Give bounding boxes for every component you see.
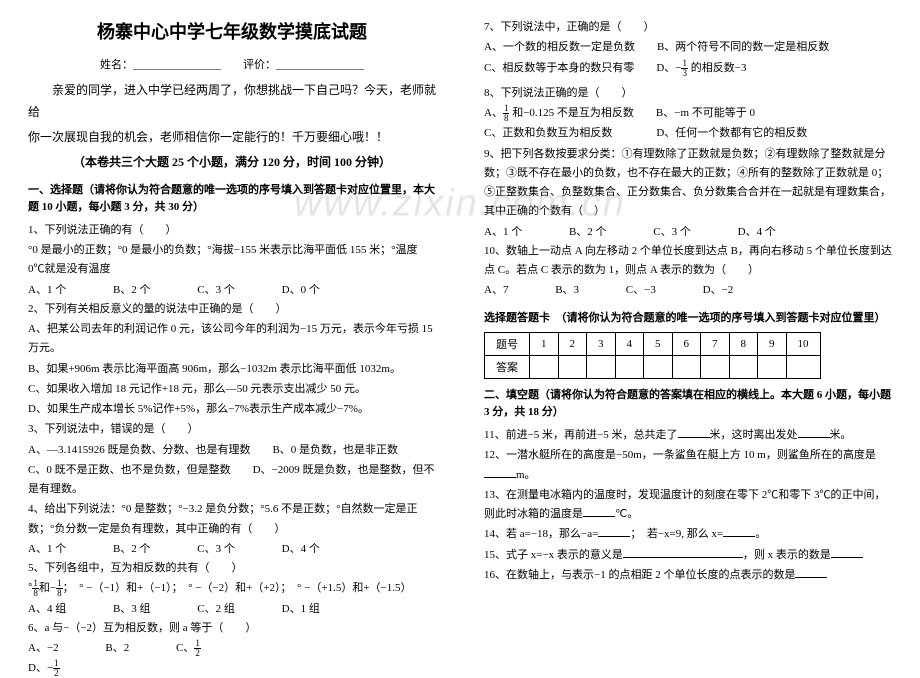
question-16: 16、在数轴上，与表示−1 的点相距 2 个单位长度的点表示的数是 bbox=[484, 566, 892, 585]
question-5: 5、下列各组中，互为相反数的共有（ ） bbox=[28, 559, 436, 578]
name-line: 姓名：________________ 评价：________________ bbox=[28, 56, 436, 72]
q4-opt-c: C、3 个 bbox=[197, 540, 235, 559]
q4-opt-a: A、1 个 bbox=[28, 540, 66, 559]
ans-10[interactable] bbox=[786, 355, 820, 378]
col-7: 7 bbox=[701, 332, 730, 355]
q6-opt-d: D、−12 bbox=[28, 659, 148, 678]
ans-2[interactable] bbox=[558, 355, 587, 378]
col-6: 6 bbox=[672, 332, 701, 355]
ans-6[interactable] bbox=[672, 355, 701, 378]
question-7: 7、下列说法中，正确的是（ ） bbox=[484, 18, 892, 37]
col-4: 4 bbox=[615, 332, 644, 355]
col-3: 3 bbox=[587, 332, 616, 355]
question-13: 13、在测量电冰箱内的温度时，发现温度计的刻度在零下 2℃和零下 3℃的正中间，… bbox=[484, 486, 892, 525]
ans-5[interactable] bbox=[644, 355, 673, 378]
question-9: 9、把下列各数按要求分类：①有理数除了正数就是负数；②有理数除了整数就是分数；③… bbox=[484, 145, 892, 222]
q7-opts-ab: A、一个数的相反数一定是负数 B、两个符号不同的数一定是相反数 bbox=[484, 38, 892, 57]
question-1-options: A、1 个 B、2 个 C、3 个 D、0 个 bbox=[28, 281, 436, 300]
q10-opt-d: D、−2 bbox=[703, 281, 734, 300]
col-9: 9 bbox=[758, 332, 787, 355]
q5-opt-a: A、4 组 bbox=[28, 600, 66, 619]
table-header-row: 题号 1 2 3 4 5 6 7 8 9 10 bbox=[485, 332, 821, 355]
q8-opts-ab: A、18 和−0.125 不是互为相反数 B、−m 不可能等于 0 bbox=[484, 104, 892, 123]
q8-opts-cd: C、正数和负数互为相反数 D、任何一个数都有它的相反数 bbox=[484, 124, 892, 143]
q4-opt-b: B、2 个 bbox=[113, 540, 151, 559]
q1-opt-b: B、2 个 bbox=[113, 281, 151, 300]
ans-1[interactable] bbox=[530, 355, 559, 378]
q10-opt-c: C、−3 bbox=[626, 281, 656, 300]
col-2: 2 bbox=[558, 332, 587, 355]
q9-opt-c: C、3 个 bbox=[653, 223, 691, 242]
q5-opt-d: D、1 组 bbox=[282, 600, 320, 619]
question-10-options: A、7 B、3 C、−3 D、−2 bbox=[484, 281, 892, 300]
ans-8[interactable] bbox=[729, 355, 758, 378]
question-2: 2、下列有关相反意义的量的说法中正确的是（ ） bbox=[28, 300, 436, 319]
q4-opt-d: D、4 个 bbox=[282, 540, 320, 559]
q9-opt-b: B、2 个 bbox=[569, 223, 607, 242]
question-9-options: A、1 个 B、2 个 C、3 个 D、4 个 bbox=[484, 223, 892, 242]
section-1-heading: 一、选择题（请将你认为符合题意的唯一选项的序号填入到答题卡对应位置里，本大题 1… bbox=[28, 182, 436, 217]
question-15: 15、式子 x=−x 表示的意义是，则 x 表示的数是 bbox=[484, 546, 892, 565]
question-8: 8、下列说法正确的是（ ） bbox=[484, 84, 892, 103]
ans-4[interactable] bbox=[615, 355, 644, 378]
col-1: 1 bbox=[530, 332, 559, 355]
q1-opt-a: A、1 个 bbox=[28, 281, 66, 300]
q3-opts-cd: C、0 既不是正数、也不是负数，但是整数 D、−2009 既是负数，也是整数，但… bbox=[28, 461, 436, 500]
ans-9[interactable] bbox=[758, 355, 787, 378]
q5-opt-b: B、3 组 bbox=[113, 600, 151, 619]
question-6-options: A、−2 B、2 C、12 D、−12 bbox=[28, 639, 436, 678]
q2-opt-b: B、如果+906m 表示比海平面高 906m，那么−1032m 表示比海平面低 … bbox=[28, 360, 436, 379]
question-14: 14、若 a=−18，那么−a=； 若−x=9, 那么 x=。 bbox=[484, 525, 892, 544]
q6-opt-c: C、12 bbox=[176, 639, 289, 658]
ans-3[interactable] bbox=[587, 355, 616, 378]
col-8: 8 bbox=[729, 332, 758, 355]
exam-info: （本卷共三个大题 25 个小题，满分 120 分，时间 100 分钟） bbox=[28, 153, 436, 170]
section-2-heading: 二、填空题（请将你认为符合题意的答案填在相应的横线上。本大题 6 小题，每小题 … bbox=[484, 387, 892, 422]
q6-opt-b: B、2 bbox=[105, 639, 129, 658]
question-1-statements: °0 是最小的正数；°0 是最小的负数；°海拔−155 米表示比海平面低 155… bbox=[28, 241, 436, 280]
q1-opt-d: D、0 个 bbox=[282, 281, 320, 300]
left-column: 杨寨中心中学七年级数学摸底试题 姓名：________________ 评价：_… bbox=[0, 0, 460, 637]
q2-opt-c: C、如果收入增加 18 元记作+18 元，那么—50 元表示支出减少 50 元。 bbox=[28, 380, 436, 399]
q7-opts-cd: C、相反数等于本身的数只有零 D、−13 的相反数−3 bbox=[484, 59, 892, 78]
question-3: 3、下列说法中，错误的是（ ） bbox=[28, 420, 436, 439]
question-4-options: A、1 个 B、2 个 C、3 个 D、4 个 bbox=[28, 540, 436, 559]
question-10: 10、数轴上一动点 A 向左移动 2 个单位长度到达点 B，再向右移动 5 个单… bbox=[484, 242, 892, 281]
intro-line-2: 你一次展现自我的机会，老师相信你一定能行的！千万要细心哦！！ bbox=[28, 127, 436, 149]
answer-card-caption: 选择题答题卡 （请将你认为符合题意的唯一选项的序号填入到答题卡对应位置里） bbox=[484, 309, 892, 328]
col-10: 10 bbox=[786, 332, 820, 355]
question-12: 12、一潜水艇所在的高度是−50m，一条鲨鱼在艇上方 10 m，则鲨鱼所在的高度… bbox=[484, 446, 892, 485]
ans-7[interactable] bbox=[701, 355, 730, 378]
page-title: 杨寨中心中学七年级数学摸底试题 bbox=[28, 18, 436, 44]
question-1: 1、下列说法正确的有（ ） bbox=[28, 221, 436, 240]
q2-opt-d: D、如果生产成本增长 5%记作+5%，那么−7%表示生产成本减少−7%。 bbox=[28, 400, 436, 419]
q10-opt-b: B、3 bbox=[555, 281, 579, 300]
q10-opt-a: A、7 bbox=[484, 281, 508, 300]
q3-opts-ab: A、—3.1415926 既是负数、分数、也是有理数 B、0 是负数，也是非正数 bbox=[28, 441, 436, 460]
question-5-items: °18和−18； ° −（−1）和+（−1）； ° −（−2）和+（+2）； °… bbox=[28, 579, 436, 598]
question-6: 6、a 与−（−2）互为相反数，则 a 等于（ ） bbox=[28, 619, 436, 638]
question-5-options: A、4 组 B、3 组 C、2 组 D、1 组 bbox=[28, 600, 436, 619]
q9-opt-a: A、1 个 bbox=[484, 223, 522, 242]
q5-opt-c: C、2 组 bbox=[197, 600, 235, 619]
header-label: 题号 bbox=[485, 332, 530, 355]
right-column: 7、下列说法中，正确的是（ ） A、一个数的相反数一定是负数 B、两个符号不同的… bbox=[460, 0, 920, 637]
q1-opt-c: C、3 个 bbox=[197, 281, 235, 300]
q2-opt-a: A、把某公司去年的利润记作 0 元，该公司今年的利润为−15 万元，表示今年亏损… bbox=[28, 320, 436, 359]
col-5: 5 bbox=[644, 332, 673, 355]
q9-opt-d: D、4 个 bbox=[738, 223, 776, 242]
table-answer-row: 答案 bbox=[485, 355, 821, 378]
question-11: 11、前进−5 米，再前进−5 米，总共走了米，这时离出发处米。 bbox=[484, 426, 892, 445]
q6-opt-a: A、−2 bbox=[28, 639, 59, 658]
intro-line-1: 亲爱的同学，进入中学已经两周了，你想挑战一下自己吗？今天，老师就给 bbox=[28, 80, 436, 123]
answer-label: 答案 bbox=[485, 355, 530, 378]
answer-table: 题号 1 2 3 4 5 6 7 8 9 10 答案 bbox=[484, 332, 821, 379]
question-4: 4、给出下列说法：°0 是整数；°−3.2 是负分数；°5.6 不是正数；°自然… bbox=[28, 500, 436, 539]
